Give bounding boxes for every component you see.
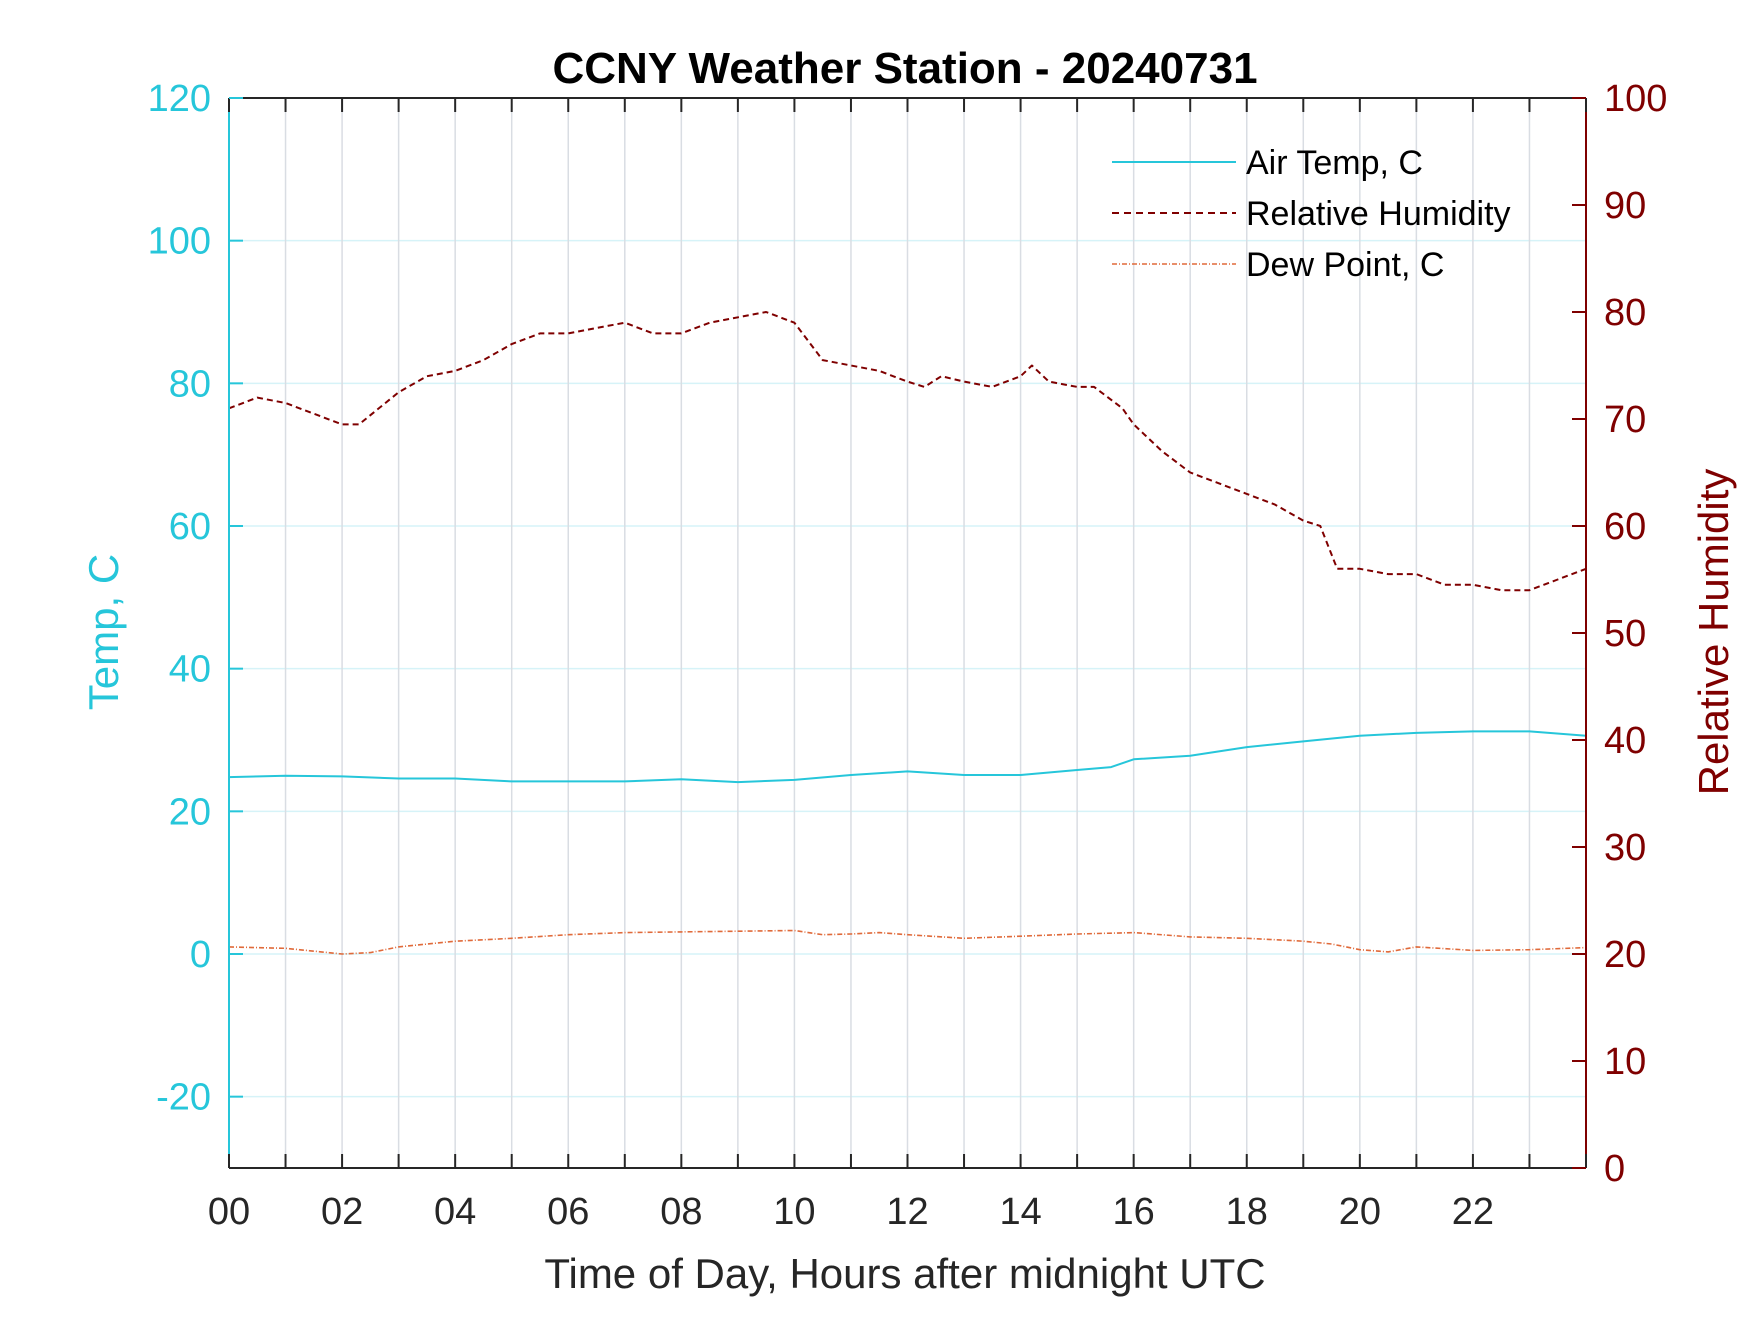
y-left-tick-label: 120 [148,78,211,120]
x-tick-label: 18 [1226,1191,1268,1233]
y-left-tick-label: 100 [148,221,211,263]
x-tick-label: 22 [1452,1191,1494,1233]
y-right-tick-label: 20 [1604,934,1646,976]
x-tick-label: 04 [434,1191,476,1233]
y-right-tick-label: 60 [1604,506,1646,548]
x-tick-label: 12 [886,1191,928,1233]
x-tick-label: 08 [660,1191,702,1233]
y-left-tick-label: 40 [169,649,211,691]
y-right-tick-label: 70 [1604,399,1646,441]
y-left-tick-label: 80 [169,363,211,405]
chart-title: CCNY Weather Station - 20240731 [552,44,1257,93]
x-tick-label: 10 [773,1191,815,1233]
legend-label-relative-humidity: Relative Humidity [1246,195,1511,233]
y-left-tick-label: -20 [156,1077,211,1119]
y-right-tick-label: 80 [1604,292,1646,334]
x-tick-label: 06 [547,1191,589,1233]
y-right-tick-label: 0 [1604,1148,1625,1190]
y-right-tick-label: 90 [1604,185,1646,227]
axes [228,97,1587,1169]
legend-label-dew-point: Dew Point, C [1246,246,1444,284]
y-axis-label-right: Relative Humidity [1690,469,1737,796]
y-left-tick-label: 60 [169,506,211,548]
y-axis-label-left: Temp, C [80,554,127,710]
x-tick-label: 02 [321,1191,363,1233]
legend-label-air-temp: Air Temp, C [1246,144,1423,182]
y-right-tick-label: 10 [1604,1041,1646,1083]
x-tick-label: 00 [208,1191,250,1233]
y-right-tick-label: 50 [1604,613,1646,655]
chart-legend: Air Temp, C Relative Humidity Dew Point,… [1112,144,1511,284]
y-left-tick-label: 20 [169,791,211,833]
series-dew-point [228,929,1587,955]
y-left-tick-label: 0 [190,934,211,976]
x-tick-label: 20 [1339,1191,1381,1233]
y-right-tick-label: 30 [1604,827,1646,869]
x-tick-label: 14 [999,1191,1041,1233]
x-tick-label: 16 [1113,1191,1155,1233]
x-axis-label: Time of Day, Hours after midnight UTC [544,1250,1265,1297]
y-right-tick-label: 40 [1604,720,1646,762]
series-air-temp [228,730,1587,784]
tick-labels: 00 02 04 06 08 10 12 14 16 18 20 22120100806040200-… [148,78,1668,1233]
y-right-tick-label: 100 [1604,78,1667,120]
grid-lines [229,97,1586,1168]
series-lines [228,311,1587,955]
